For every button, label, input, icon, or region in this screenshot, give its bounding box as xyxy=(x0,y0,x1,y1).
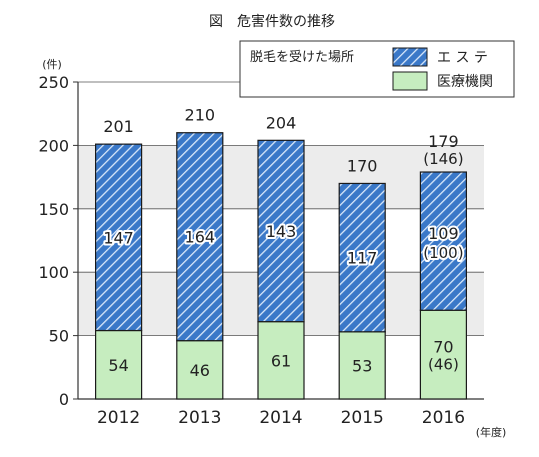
data-label-halo: 109 xyxy=(428,224,459,243)
legend-swatch-esute xyxy=(392,47,428,67)
bar-segment-esute xyxy=(257,139,305,323)
total-label: 201 xyxy=(103,117,134,136)
x-tick-label: 2016 xyxy=(422,408,465,428)
y-tick-label: 250 xyxy=(38,73,69,92)
y-tick-label: 200 xyxy=(38,136,69,155)
chart-title: 図 危害件数の推移 xyxy=(209,14,335,30)
total-label: 204 xyxy=(266,113,297,132)
legend-box xyxy=(239,40,515,98)
x-tick-label: 2012 xyxy=(97,408,140,428)
data-label: 70 xyxy=(433,338,453,357)
legend-title: 脱毛を受けた場所 xyxy=(250,50,354,65)
total-label: 170 xyxy=(347,156,378,175)
y-tick-label: 50 xyxy=(49,327,69,346)
axes: 0 50 100 150 200 250 2012 2013 2014 2015 2016 xyxy=(38,73,484,428)
x-tick-label: 2014 xyxy=(259,408,302,428)
data-label: 147 xyxy=(103,228,134,247)
data-sublabel-halo: (100) xyxy=(423,244,463,262)
x-tick-label: 2015 xyxy=(341,408,384,428)
data-label: 117 xyxy=(347,249,378,268)
bar-segment-esute xyxy=(419,171,467,311)
bar-segment-iryo xyxy=(94,329,143,400)
y-tick-label: 0 xyxy=(59,390,69,409)
bar-segment-esute xyxy=(94,143,143,332)
y-tick-label: 150 xyxy=(38,200,69,219)
data-label: 46 xyxy=(190,361,210,380)
bars xyxy=(94,132,467,400)
y-axis-label: (件) xyxy=(42,58,62,71)
legend-label-iryo: 医療機関 xyxy=(437,73,493,90)
bar-segment-iryo xyxy=(176,340,224,400)
data-label-halo: 164 xyxy=(185,228,216,247)
data-label: 53 xyxy=(352,356,372,375)
legend-swatch-iryo xyxy=(392,71,428,91)
data-label: 109 xyxy=(428,224,459,243)
legend-label-esute: エ ス テ xyxy=(437,50,488,66)
data-label-halo: 143 xyxy=(266,222,297,241)
total-label: 210 xyxy=(185,106,216,125)
bar-segment-esute xyxy=(176,132,224,342)
data-label-halo: 117 xyxy=(347,249,378,268)
x-tick-label: 2013 xyxy=(178,408,221,428)
bar-segment-iryo xyxy=(257,321,305,400)
data-labels: 5414714720146164164210611431432045311711… xyxy=(101,106,465,380)
bar-segment-iryo xyxy=(338,331,386,400)
bar-segment-esute xyxy=(338,182,386,333)
data-sublabel: (46) xyxy=(428,356,459,374)
data-label: 54 xyxy=(108,356,128,375)
total-label: 179 xyxy=(428,132,459,151)
total-sublabel: (146) xyxy=(423,150,463,168)
data-label: 143 xyxy=(266,222,297,241)
data-label: 164 xyxy=(185,228,216,247)
x-axis-label: (年度) xyxy=(476,425,507,439)
data-sublabel: (100) xyxy=(423,244,463,262)
data-label-halo: 147 xyxy=(103,228,134,247)
data-label: 61 xyxy=(271,351,291,370)
y-tick-label: 100 xyxy=(38,263,69,282)
